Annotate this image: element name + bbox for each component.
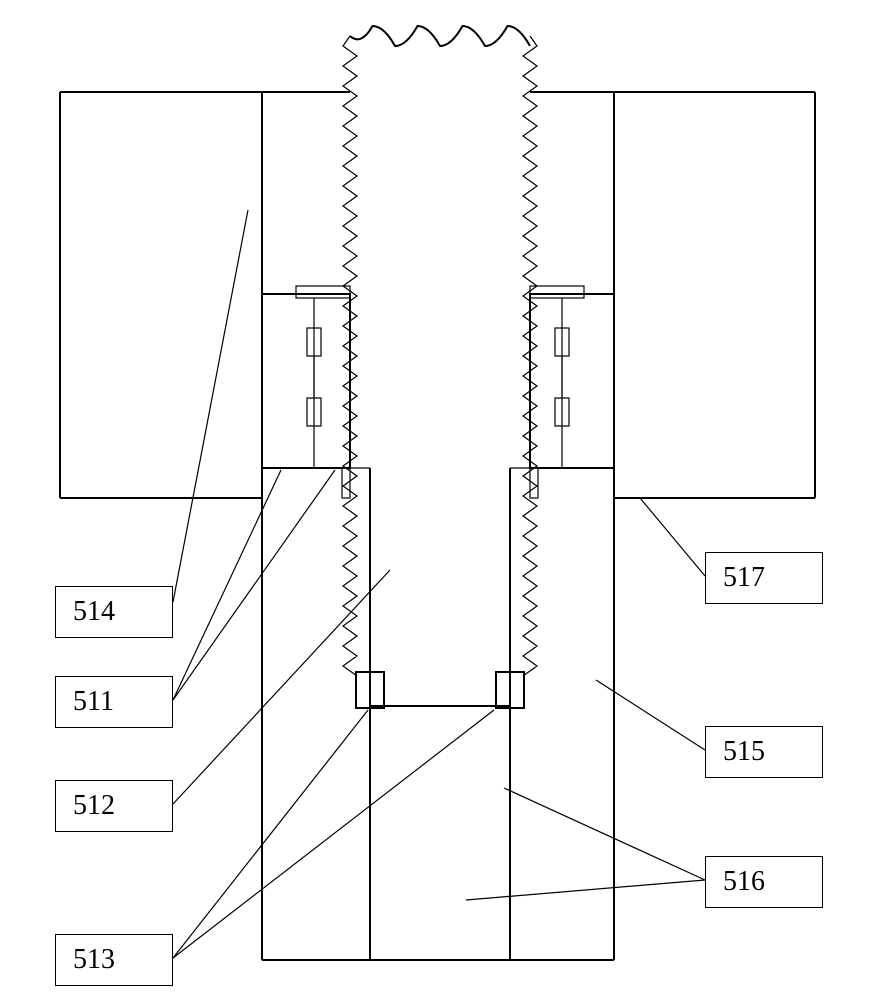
leader-l516_a xyxy=(504,788,705,880)
section-cut-top xyxy=(350,26,530,46)
label-517: 517 xyxy=(723,562,765,594)
leader-l515 xyxy=(596,680,705,750)
leader-l511_a xyxy=(173,470,281,700)
roller-cap-right xyxy=(530,286,584,298)
figure-root xyxy=(0,0,870,1000)
roller-box-left xyxy=(262,294,350,468)
groove-right-out xyxy=(530,468,538,498)
leader-l512 xyxy=(173,570,390,804)
leader-l516_b xyxy=(466,880,705,900)
label-515: 515 xyxy=(723,736,765,768)
leader-l514 xyxy=(173,210,248,602)
label-513: 513 xyxy=(73,944,115,976)
label-511: 511 xyxy=(73,686,114,718)
roller-cap-left xyxy=(296,286,350,298)
groove-left-out xyxy=(342,468,350,498)
label-516: 516 xyxy=(723,866,765,898)
leader-l517 xyxy=(640,498,705,576)
leader-l513_b xyxy=(173,710,494,958)
label-514: 514 xyxy=(73,596,115,628)
leader-l513_a xyxy=(173,710,368,958)
leader-l511_b xyxy=(173,470,335,700)
roller-box-right xyxy=(530,294,614,468)
label-512: 512 xyxy=(73,790,115,822)
